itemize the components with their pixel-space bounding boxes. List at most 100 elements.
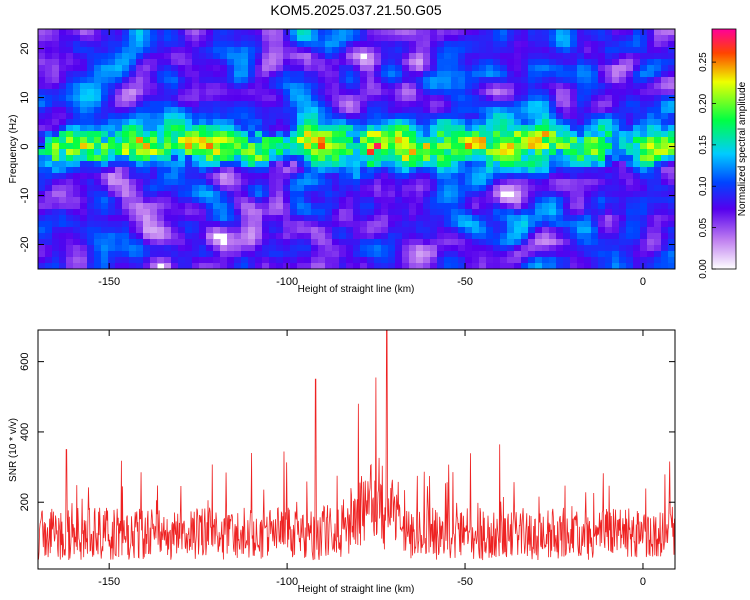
heatmap-cell (374, 53, 382, 60)
heatmap-cell (248, 131, 256, 138)
heatmap-cell (521, 149, 529, 156)
heatmap-cell (346, 221, 354, 228)
heatmap-cell (171, 257, 179, 264)
heatmap-cell (486, 215, 494, 222)
heatmap-cell (248, 257, 256, 264)
heatmap-cell (164, 221, 172, 228)
heatmap-cell (458, 47, 466, 54)
heatmap-cell (227, 35, 235, 42)
heatmap-cell (458, 143, 466, 150)
heatmap-cell (668, 53, 675, 60)
heatmap-cell (360, 95, 368, 102)
heatmap-cell (318, 47, 326, 54)
heatmap-cell (115, 95, 123, 102)
heatmap-cell (584, 59, 592, 66)
heatmap-cell (122, 143, 130, 150)
heatmap-cell (402, 245, 410, 252)
heatmap-cell (255, 197, 263, 204)
heatmap-cell (339, 71, 347, 78)
heatmap-cell (577, 119, 585, 126)
heatmap-cell (570, 59, 578, 66)
heatmap-cell (444, 47, 452, 54)
heatmap-cell (479, 185, 487, 192)
heatmap-cell (367, 101, 375, 108)
heatmap-cell (409, 89, 417, 96)
heatmap-cell (213, 263, 221, 269)
heatmap-cell (283, 77, 291, 84)
heatmap-cell (416, 167, 424, 174)
heatmap-cell (255, 167, 263, 174)
heatmap-cell (486, 197, 494, 204)
heatmap-cell (122, 221, 130, 228)
heatmap-cell (269, 191, 277, 198)
x-tick-label: 0 (640, 576, 646, 588)
heatmap-cell (374, 95, 382, 102)
heatmap-cell (241, 161, 249, 168)
heatmap-cell (542, 245, 550, 252)
heatmap-cell (507, 125, 515, 132)
heatmap-cell (591, 179, 599, 186)
heatmap-cell (542, 119, 550, 126)
heatmap-cell (213, 209, 221, 216)
heatmap-cell (108, 173, 116, 180)
x-tick-label: -50 (457, 276, 473, 288)
heatmap-cell (381, 125, 389, 132)
heatmap-cell (549, 53, 557, 60)
heatmap-cell (367, 209, 375, 216)
heatmap-cell (178, 65, 186, 72)
heatmap-cell (507, 233, 515, 240)
heatmap-cell (598, 83, 606, 90)
heatmap-cell (472, 161, 480, 168)
heatmap-cell (556, 131, 564, 138)
heatmap-cell (339, 83, 347, 90)
x-tick-label: -100 (276, 276, 298, 288)
heatmap-cell (395, 47, 403, 54)
heatmap-cell (402, 107, 410, 114)
heatmap-cell (465, 131, 473, 138)
heatmap-cell (346, 77, 354, 84)
heatmap-cell (164, 65, 172, 72)
heatmap-cell (507, 143, 515, 150)
heatmap-cell (213, 257, 221, 264)
heatmap-cell (395, 35, 403, 42)
heatmap-cell (423, 65, 431, 72)
heatmap-cell (150, 41, 158, 48)
heatmap-cell (430, 83, 438, 90)
heatmap-cell (633, 191, 641, 198)
heatmap-cell (521, 41, 529, 48)
heatmap-cell (129, 89, 137, 96)
heatmap-cell (605, 221, 613, 228)
heatmap-cell (94, 173, 102, 180)
heatmap-cell (535, 53, 543, 60)
heatmap-cell (297, 203, 305, 210)
heatmap-cell (451, 119, 459, 126)
heatmap-cell (591, 101, 599, 108)
heatmap-cell (451, 65, 459, 72)
heatmap-cell (514, 251, 522, 258)
heatmap-cell (584, 209, 592, 216)
heatmap-cell (577, 179, 585, 186)
heatmap-cell (108, 257, 116, 264)
heatmap-cell (423, 83, 431, 90)
heatmap-cell (325, 113, 333, 120)
heatmap-cell (528, 221, 536, 228)
heatmap-cell (444, 221, 452, 228)
heatmap-cell (640, 209, 648, 216)
heatmap-cell (605, 83, 613, 90)
heatmap-cell (262, 263, 270, 269)
heatmap-cell (325, 203, 333, 210)
heatmap-cell (157, 83, 165, 90)
heatmap-cell (136, 179, 144, 186)
heatmap-cell (94, 263, 102, 269)
heatmap-cell (325, 251, 333, 258)
y-tick-label: -10 (19, 188, 31, 204)
heatmap-cell (339, 245, 347, 252)
heatmap-cell (409, 191, 417, 198)
heatmap-cell (640, 215, 648, 222)
heatmap-cell (185, 161, 193, 168)
heatmap-cell (465, 215, 473, 222)
heatmap-cell (367, 191, 375, 198)
heatmap-cell (633, 167, 641, 174)
heatmap-cell (59, 239, 67, 246)
heatmap-cell (584, 257, 592, 264)
